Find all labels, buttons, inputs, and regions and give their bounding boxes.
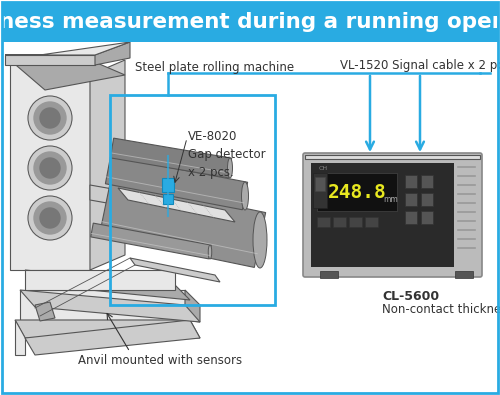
Circle shape <box>34 152 66 184</box>
Polygon shape <box>20 290 185 320</box>
Bar <box>349 217 362 227</box>
FancyBboxPatch shape <box>303 153 482 277</box>
Bar <box>2 2 498 42</box>
Bar <box>421 193 433 206</box>
Polygon shape <box>5 42 130 55</box>
Bar <box>455 271 473 278</box>
Bar <box>421 211 433 224</box>
Polygon shape <box>130 258 220 282</box>
Polygon shape <box>185 290 200 322</box>
Bar <box>421 175 433 188</box>
Circle shape <box>40 108 60 128</box>
Circle shape <box>28 196 72 240</box>
Text: mm: mm <box>383 194 398 203</box>
Polygon shape <box>25 270 175 290</box>
Bar <box>162 178 174 192</box>
Polygon shape <box>10 60 90 270</box>
Circle shape <box>34 202 66 234</box>
Text: Steel plate rolling machine: Steel plate rolling machine <box>135 62 294 75</box>
Polygon shape <box>90 223 212 259</box>
Bar <box>365 217 378 227</box>
Text: VL-1520 Signal cable x 2 pcs.: VL-1520 Signal cable x 2 pcs. <box>340 58 500 71</box>
Circle shape <box>28 96 72 140</box>
Polygon shape <box>90 60 125 270</box>
Bar <box>333 217 346 227</box>
Polygon shape <box>10 60 125 90</box>
Polygon shape <box>100 181 266 267</box>
Ellipse shape <box>228 158 232 178</box>
Polygon shape <box>15 320 25 355</box>
Bar <box>317 173 397 211</box>
Ellipse shape <box>242 182 248 210</box>
Polygon shape <box>106 156 248 210</box>
Bar <box>163 194 173 204</box>
Ellipse shape <box>208 245 212 259</box>
Text: Thickness measurement during a running operation: Thickness measurement during a running o… <box>0 12 500 32</box>
Text: VE-8020
Gap detector
x 2 pcs.: VE-8020 Gap detector x 2 pcs. <box>188 130 266 179</box>
Circle shape <box>40 158 60 178</box>
Bar <box>315 177 325 191</box>
Bar <box>311 163 454 267</box>
Polygon shape <box>35 302 55 321</box>
Text: Non-contact thickness meter: Non-contact thickness meter <box>382 303 500 316</box>
Circle shape <box>28 146 72 190</box>
Bar <box>313 173 327 208</box>
Circle shape <box>40 208 60 228</box>
Polygon shape <box>15 320 200 338</box>
Text: CL-5600: CL-5600 <box>382 290 440 303</box>
Bar <box>320 271 338 278</box>
Circle shape <box>34 102 66 134</box>
Bar <box>405 211 417 224</box>
Polygon shape <box>95 42 130 65</box>
Bar <box>110 95 275 305</box>
Text: 248.8: 248.8 <box>328 184 386 203</box>
Bar <box>405 175 417 188</box>
Polygon shape <box>118 188 235 222</box>
Polygon shape <box>305 155 480 159</box>
Bar <box>405 193 417 206</box>
Text: Anvil mounted with sensors: Anvil mounted with sensors <box>78 354 242 367</box>
Polygon shape <box>20 290 200 322</box>
Polygon shape <box>110 138 232 178</box>
Text: CH: CH <box>319 167 328 171</box>
Ellipse shape <box>253 212 267 268</box>
Polygon shape <box>5 55 95 65</box>
Polygon shape <box>25 270 190 300</box>
Polygon shape <box>25 320 200 355</box>
Bar <box>317 217 330 227</box>
Polygon shape <box>90 185 260 230</box>
